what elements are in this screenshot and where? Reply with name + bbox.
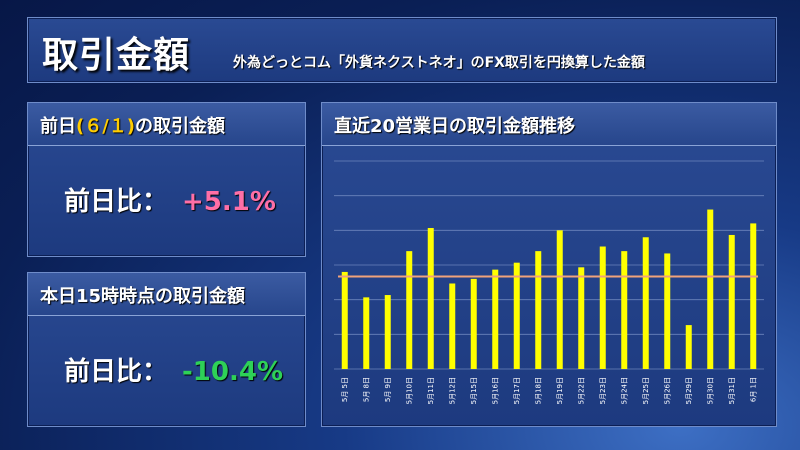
- x-tick-label: 5月12日: [448, 377, 456, 404]
- bar-chart: 5月 5日 5月 8日 5月 9日 5月10日 5月11日 5月12日 5月15日 5月16日…: [334, 160, 764, 404]
- bar: [685, 325, 692, 369]
- x-tick-label: 5月24日: [620, 377, 628, 404]
- bar: [578, 267, 585, 369]
- x-tick-label: 5月18日: [534, 377, 542, 404]
- x-tick-label: 5月30日: [706, 377, 714, 404]
- x-tick-label: 5月10日: [405, 377, 413, 404]
- bar: [642, 237, 649, 369]
- bar: [341, 271, 348, 369]
- today-header: 本日15時時点の取引金額: [28, 273, 305, 316]
- prev-day-value: +5.1%: [182, 187, 276, 217]
- x-tick-label: 5月22日: [577, 377, 585, 404]
- prev-day-header: 前日(６/１)の取引金額: [28, 103, 305, 146]
- bar: [470, 278, 477, 369]
- bar: [427, 228, 434, 369]
- bar: [621, 251, 628, 369]
- x-tick-label: 5月17日: [513, 377, 521, 404]
- prev-day-panel: 前日(６/１)の取引金額 前日比： +5.1%: [27, 102, 306, 257]
- bar: [363, 297, 370, 369]
- chart-panel: 直近20営業日の取引金額推移 5月 5日 5月 8日 5月 9日 5月10日 5月11日…: [321, 102, 777, 427]
- x-tick-label: 5月23日: [599, 377, 607, 404]
- x-tick-label: 5月16日: [491, 377, 499, 404]
- today-value: -10.4%: [182, 357, 284, 387]
- x-tick-label: 5月11日: [427, 377, 435, 404]
- x-tick-label: 5月 8日: [362, 377, 370, 402]
- x-tick-label: 5月31日: [728, 377, 736, 404]
- bar: [492, 269, 499, 369]
- today-title: 本日15時時点の取引金額: [40, 286, 246, 307]
- prev-day-title-pre: 前日: [40, 116, 76, 137]
- x-tick-label: 5月 9日: [384, 377, 392, 402]
- x-tick-label: 5月29日: [685, 377, 693, 404]
- bar: [513, 262, 520, 369]
- bar: [728, 234, 735, 369]
- prev-day-stat: 前日比： +5.1%: [64, 181, 276, 218]
- x-tick-label: 6月 1日: [749, 377, 757, 402]
- x-tick-label: 5月25日: [642, 377, 650, 404]
- x-tick-label: 5月26日: [663, 377, 671, 404]
- bar: [750, 223, 757, 369]
- page-subtitle: 外為どっとコム「外貨ネクストネオ」のFX取引を円換算した金額: [233, 55, 645, 71]
- bar: [556, 230, 563, 369]
- bar: [599, 246, 606, 369]
- bar: [664, 253, 671, 369]
- today-stat: 前日比： -10.4%: [64, 351, 283, 388]
- prev-day-date: (６/１): [76, 116, 136, 137]
- x-tick-label: 5月15日: [470, 377, 478, 404]
- prev-day-title: 前日(６/１)の取引金額: [40, 112, 225, 138]
- today-label: 前日比：: [64, 357, 169, 387]
- x-tick-label: 5月19日: [556, 377, 564, 404]
- chart-title: 直近20営業日の取引金額推移: [334, 116, 576, 137]
- bar: [449, 283, 456, 369]
- today-panel: 本日15時時点の取引金額 前日比： -10.4%: [27, 272, 306, 427]
- bar: [384, 295, 391, 369]
- chart-header: 直近20営業日の取引金額推移: [322, 103, 776, 146]
- title-bar: 取引金額 外為どっとコム「外貨ネクストネオ」のFX取引を円換算した金額: [27, 17, 777, 83]
- bar: [707, 209, 714, 369]
- prev-day-label: 前日比：: [64, 187, 169, 217]
- x-tick-label: 5月 5日: [341, 377, 349, 402]
- prev-day-title-post: の取引金額: [135, 116, 226, 137]
- page-title: 取引金額: [42, 35, 191, 76]
- bar: [535, 251, 542, 369]
- bar: [406, 251, 413, 369]
